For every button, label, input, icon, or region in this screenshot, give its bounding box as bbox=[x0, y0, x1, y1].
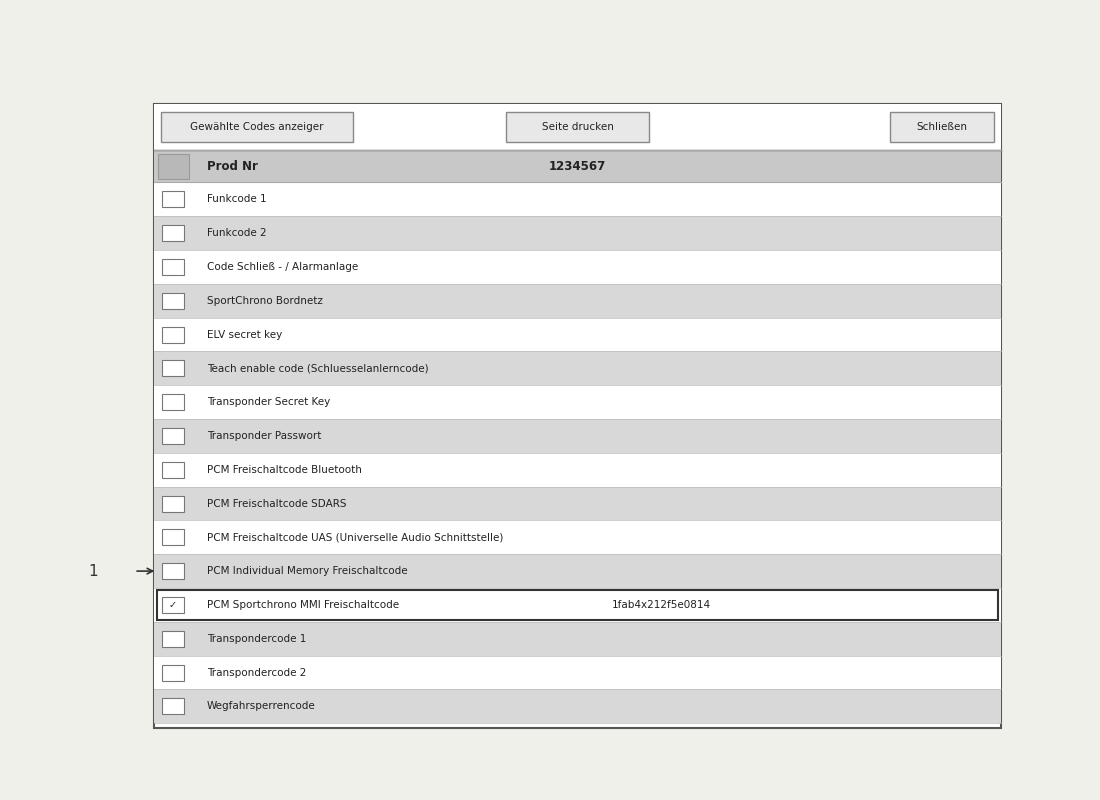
Bar bbox=[158, 154, 189, 179]
Text: Funkcode 1: Funkcode 1 bbox=[207, 194, 266, 204]
Bar bbox=[154, 386, 1001, 419]
Bar bbox=[162, 293, 184, 309]
Bar bbox=[162, 665, 184, 681]
Bar bbox=[154, 588, 1001, 622]
Text: Transponder Passwort: Transponder Passwort bbox=[207, 431, 321, 441]
Bar bbox=[154, 554, 1001, 588]
Text: Seite drucken: Seite drucken bbox=[541, 122, 614, 132]
Bar bbox=[154, 318, 1001, 351]
Bar bbox=[162, 495, 184, 511]
Bar bbox=[154, 104, 1001, 728]
Bar bbox=[162, 530, 184, 546]
Text: SportChrono Bordnetz: SportChrono Bordnetz bbox=[207, 296, 322, 306]
Text: Teach enable code (Schluesselanlerncode): Teach enable code (Schluesselanlerncode) bbox=[207, 363, 428, 374]
Bar bbox=[154, 690, 1001, 723]
Text: 1234567: 1234567 bbox=[549, 160, 606, 173]
Bar bbox=[154, 520, 1001, 554]
Text: Transpondercode 1: Transpondercode 1 bbox=[207, 634, 306, 644]
Bar bbox=[154, 486, 1001, 521]
Bar bbox=[162, 630, 184, 646]
Text: PCM Individual Memory Freischaltcode: PCM Individual Memory Freischaltcode bbox=[207, 566, 407, 576]
Text: Transpondercode 2: Transpondercode 2 bbox=[207, 667, 306, 678]
Text: Gewählte Codes anzeiger: Gewählte Codes anzeiger bbox=[190, 122, 323, 132]
Bar bbox=[162, 326, 184, 342]
Bar bbox=[157, 590, 998, 620]
Bar bbox=[162, 259, 184, 275]
Text: Prod Nr: Prod Nr bbox=[207, 160, 257, 173]
Text: Schließen: Schließen bbox=[916, 122, 968, 132]
Text: 1: 1 bbox=[89, 563, 98, 578]
Bar bbox=[162, 462, 184, 478]
Bar bbox=[162, 698, 184, 714]
Bar bbox=[506, 112, 649, 142]
Bar bbox=[154, 182, 1001, 216]
Bar bbox=[154, 104, 1001, 150]
Text: Funkcode 2: Funkcode 2 bbox=[207, 228, 266, 238]
Text: PCM Freischaltcode Bluetooth: PCM Freischaltcode Bluetooth bbox=[207, 465, 362, 474]
Bar bbox=[162, 191, 184, 207]
Bar bbox=[154, 250, 1001, 284]
Bar bbox=[154, 453, 1001, 486]
Text: PCM Sportchrono MMI Freischaltcode: PCM Sportchrono MMI Freischaltcode bbox=[207, 600, 399, 610]
Bar bbox=[162, 360, 184, 376]
Text: ✓: ✓ bbox=[168, 600, 177, 610]
Bar bbox=[162, 597, 184, 613]
Bar bbox=[161, 112, 353, 142]
Text: a passion for parts since 1985: a passion for parts since 1985 bbox=[528, 564, 792, 700]
Bar bbox=[162, 225, 184, 241]
Text: Wegfahrsperrencode: Wegfahrsperrencode bbox=[207, 702, 316, 711]
Bar bbox=[154, 284, 1001, 318]
Bar bbox=[162, 428, 184, 444]
Text: Code Schließ - / Alarmanlage: Code Schließ - / Alarmanlage bbox=[207, 262, 359, 272]
Bar bbox=[162, 394, 184, 410]
Bar bbox=[154, 150, 1001, 182]
Bar bbox=[154, 419, 1001, 453]
Bar bbox=[154, 216, 1001, 250]
Text: 1fab4x212f5e0814: 1fab4x212f5e0814 bbox=[612, 600, 711, 610]
Text: Transponder Secret Key: Transponder Secret Key bbox=[207, 397, 330, 407]
Bar bbox=[154, 351, 1001, 386]
Text: PCM Freischaltcode UAS (Universelle Audio Schnittstelle): PCM Freischaltcode UAS (Universelle Audi… bbox=[207, 532, 503, 542]
Bar bbox=[890, 112, 994, 142]
Text: ELV secret key: ELV secret key bbox=[207, 330, 282, 339]
Bar bbox=[154, 656, 1001, 690]
Bar bbox=[162, 563, 184, 579]
Text: PCM Freischaltcode SDARS: PCM Freischaltcode SDARS bbox=[207, 498, 346, 509]
Bar bbox=[154, 622, 1001, 656]
